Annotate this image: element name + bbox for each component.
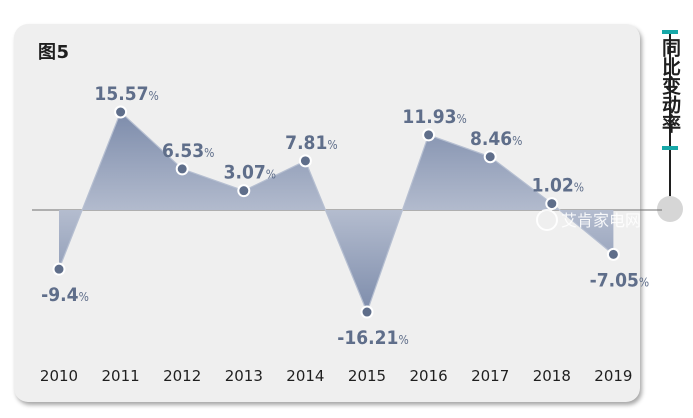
side-title: 同比变动率 (659, 38, 681, 133)
side-decor-circle (657, 196, 683, 222)
data-label-2011: 15.57% (94, 83, 158, 105)
data-point-2011 (114, 105, 128, 119)
data-point-2015 (360, 305, 374, 319)
watermark: 艾肯家电网 (536, 209, 641, 231)
x-axis-tick-labels: 2010 2011 2012 2013 2014 2015 2016 2017 2018 2019 (40, 367, 633, 385)
data-label-2014: 7.81% (285, 132, 337, 154)
series-line (58, 110, 614, 314)
x-tick-2019: 2019 (594, 367, 632, 385)
area-below-zero (59, 210, 614, 313)
side-title-rule (669, 30, 671, 208)
data-label-2013: 3.07% (224, 162, 276, 184)
area-above-zero (59, 112, 614, 210)
data-point-2019 (606, 247, 620, 261)
data-label-2016: 11.93% (402, 106, 466, 128)
data-label-2015: -16.21% (337, 327, 408, 349)
data-label-2012: 6.53% (162, 140, 214, 162)
figure-label: 图5 (38, 42, 70, 63)
data-point-2012 (175, 162, 189, 176)
x-tick-2016: 2016 (410, 367, 448, 385)
data-label-2018: 1.02% (532, 175, 584, 197)
x-tick-2018: 2018 (533, 367, 571, 385)
data-point-2016 (422, 128, 436, 142)
x-tick-2012: 2012 (163, 367, 201, 385)
area-fill (59, 112, 614, 313)
watermark-text: 艾肯家电网 (561, 211, 641, 230)
data-point-2010 (52, 262, 66, 276)
x-tick-2015: 2015 (348, 367, 386, 385)
data-point-2017 (483, 150, 497, 164)
data-point-2013 (237, 184, 251, 198)
data-point-2014 (298, 154, 312, 168)
data-labels: -9.4% 15.57% 6.53% 3.07% 7.81% -16.21% 11.93%8… (41, 83, 649, 349)
data-label-2019: -7.05% (590, 269, 650, 291)
side-title-bottom-tick (662, 146, 678, 150)
x-tick-2017: 2017 (471, 367, 509, 385)
data-label-2010: -9.4% (41, 284, 89, 306)
side-title-top-tick (662, 30, 678, 34)
x-tick-2014: 2014 (286, 367, 324, 385)
data-points (52, 105, 620, 319)
x-tick-2010: 2010 (40, 367, 78, 385)
data-label-2017: 8.46% (470, 128, 522, 150)
x-tick-2011: 2011 (102, 367, 140, 385)
x-tick-2013: 2013 (225, 367, 263, 385)
data-point-2018 (545, 197, 559, 211)
watermark-logo-icon (536, 209, 558, 231)
